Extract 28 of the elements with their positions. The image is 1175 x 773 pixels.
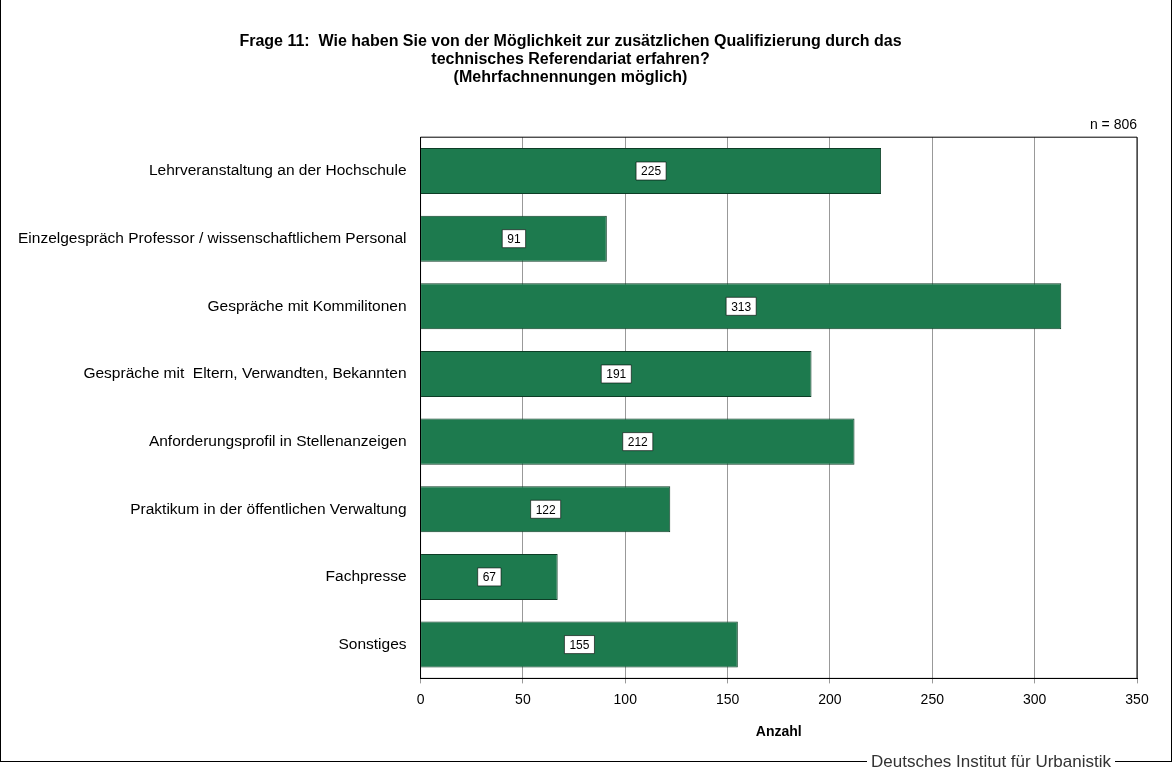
x-axis-title: Anzahl [755,723,802,740]
x-tick-label: 0 [416,690,425,707]
text: n = 806 [1089,116,1137,132]
x-tick-label: 300 [1022,690,1047,707]
x-tick-label: 100 [613,690,638,707]
y-tick-label: Einzelgespräch Professor / wissenschaftlichem Personal [17,228,407,246]
data-label: 155 [569,637,590,652]
data-label: 91 [507,231,521,246]
x-tick-label: 350 [1125,690,1149,707]
data-label: 122 [535,502,556,517]
y-tick-label: Fachpresse [325,567,407,585]
data-label: 212 [627,434,649,449]
data-label: 313 [731,299,752,314]
x-tick-label: 250 [920,690,945,707]
text: Deutsches Institut für Urbanistik [867,752,1115,772]
x-tick-label: 200 [818,690,842,707]
data-label: 67 [482,570,497,585]
y-tick-label: Gespräche mit Kommilitonen [207,296,407,314]
y-tick-label: Praktikum in der öffentlichen Verwaltung [130,499,407,517]
data-label: 225 [641,164,662,179]
x-tick-label: 150 [715,690,740,707]
y-tick-label: Anforderungsprofil in Stellenanzeigen [148,431,407,449]
chart-title: Frage 11: Wie haben Sie von der Möglichkeit zur zusätzlichen Qualifizierung durch das technisches Referendariat erfahren? (Mehrfachnennungen möglich) [239,31,902,86]
data-label: 191 [606,367,627,382]
y-tick-label: Gespräche mit Eltern, Verwandten, Bekannten [83,364,407,382]
y-tick-label: Lehrveranstaltung an der Hochschule [148,161,407,179]
y-tick-label: Sonstiges [338,634,407,652]
x-tick-label: 50 [515,690,531,707]
